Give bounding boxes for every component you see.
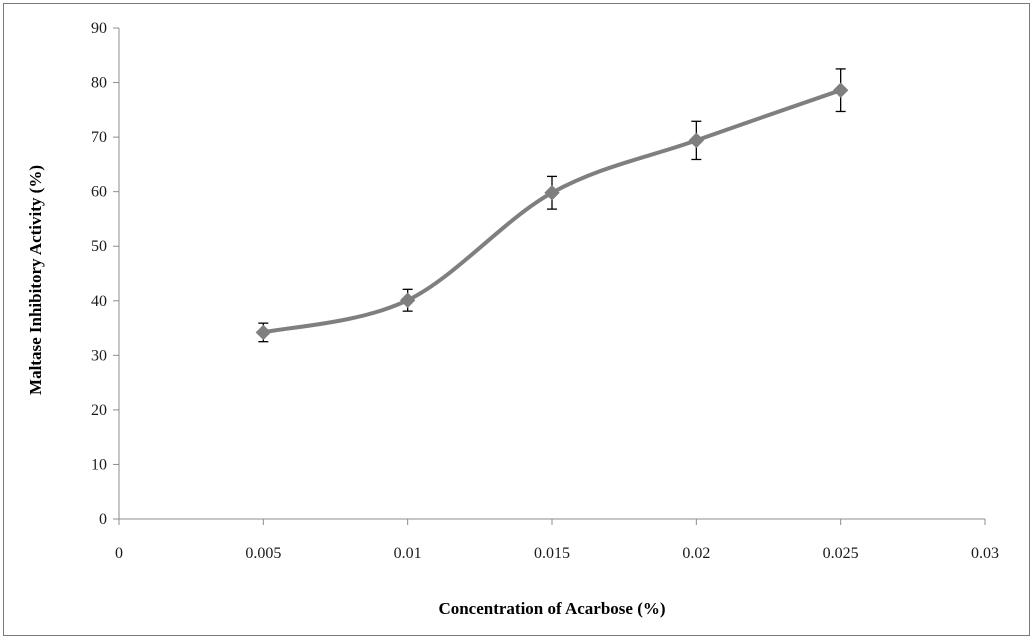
series-line	[261, 88, 843, 335]
x-tick-label: 0	[115, 545, 123, 562]
data-point-marker	[399, 292, 416, 308]
x-tick-label: 0.01	[394, 545, 422, 562]
x-tick-label: 0.02	[682, 545, 710, 562]
y-tick-label: 20	[91, 402, 107, 419]
y-tick-label: 50	[91, 238, 107, 255]
y-tick-label: 40	[91, 293, 107, 310]
x-tick-label: 0.015	[534, 545, 570, 562]
x-tick-label: 0.03	[971, 545, 999, 562]
series-acarbose	[255, 68, 849, 343]
data-point-marker	[832, 82, 849, 98]
data-point-marker	[255, 324, 272, 341]
y-tick-label: 30	[91, 347, 107, 364]
data-point-marker	[544, 185, 560, 201]
x-tick-label: 0.025	[823, 545, 859, 562]
y-tick-label: 90	[91, 20, 107, 37]
y-tick-label: 70	[91, 129, 107, 146]
y-axis: 0 10 20 30 40 50 60 70 80 90	[91, 20, 120, 528]
y-tick-label: 10	[91, 456, 107, 473]
chart-frame	[3, 3, 1030, 636]
x-axis: 0 0.005 0.01 0.015 0.02 0.025 0.03	[115, 518, 999, 562]
y-tick-label: 60	[91, 184, 107, 201]
y-axis-title: Maltase Inhibitory Activity (%)	[26, 165, 45, 395]
x-axis-title: Concentration of Acarbose (%)	[438, 599, 665, 618]
x-tick-label: 0.005	[245, 545, 281, 562]
data-point-marker	[688, 132, 705, 149]
y-tick-label: 0	[99, 511, 107, 528]
y-tick-label: 80	[91, 75, 107, 92]
